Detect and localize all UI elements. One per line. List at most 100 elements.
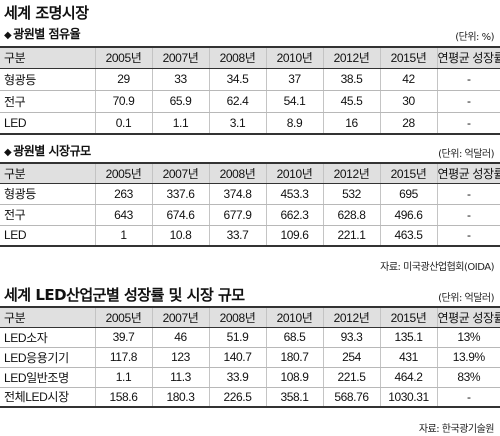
table-cell: 358.1: [265, 387, 323, 408]
table-cell: 65.9: [151, 90, 209, 113]
table-cell: 662.3: [265, 204, 323, 226]
table-cell: 3.1: [208, 112, 266, 135]
column-header-category: 구분: [0, 46, 95, 69]
column-header: 2015년: [379, 306, 437, 328]
table-row: 형광등 263 337.6 374.8 453.3 532 695-: [0, 183, 500, 205]
table-cell: -: [436, 225, 500, 247]
column-header: 2010년: [265, 46, 323, 69]
column-header: 2007년: [151, 162, 209, 184]
table-row: LED 0.1 1.1 3.1 8.9 16 28-: [0, 112, 500, 135]
column-header: 2008년: [208, 162, 266, 184]
column-header: 2005년: [94, 162, 152, 184]
table-cell: 108.9: [265, 367, 323, 388]
table-header-row: 구분 2005년 2007년 2008년 2010년 2012년 2015년 연평균 성장률: [0, 162, 500, 184]
diamond-bullet-icon: ◆: [4, 30, 12, 41]
column-header: 2007년: [151, 306, 209, 328]
table-cell: 135.1: [379, 327, 437, 348]
table-cell: 13%: [436, 327, 500, 348]
table-cell: 45.5: [322, 90, 380, 113]
section1-source: 자료: 미국광산업협회(OIDA): [380, 262, 494, 273]
table-row: 전구 70.9 65.9 62.4 54.1 45.5 30-: [0, 90, 500, 113]
table-cell: 29: [94, 68, 152, 91]
column-header: 연평균 성장률: [436, 46, 500, 69]
table-cell: 62.4: [208, 90, 266, 113]
table-cell: 695: [379, 183, 437, 205]
section2-title: 세계 LED산업군별 성장률 및 시장 규모: [4, 286, 245, 304]
table-cell: 674.6: [151, 204, 209, 226]
table-cell: 140.7: [208, 347, 266, 368]
row-label: 형광등: [0, 183, 95, 205]
column-header: 2015년: [379, 162, 437, 184]
table-cell: 431: [379, 347, 437, 368]
table-cell: 70.9: [94, 90, 152, 113]
table-row: LED 1 10.8 33.7 109.6 221.1 463.5-: [0, 225, 500, 247]
row-label: 전구: [0, 90, 95, 113]
row-label: LED응용기기: [0, 347, 95, 368]
table-row: 형광등 29 33 34.5 37 38.5 42-: [0, 68, 500, 91]
column-header: 2010년: [265, 306, 323, 328]
table-cell: 463.5: [379, 225, 437, 247]
table-cell: -: [436, 183, 500, 205]
column-header: 2012년: [322, 306, 380, 328]
table-cell: 46: [151, 327, 209, 348]
table3-led-segments: 구분 2005년 2007년 2008년 2010년 2012년 2015년 연평균 성장률 …: [0, 306, 500, 408]
row-label: LED: [0, 112, 95, 135]
table-cell: 221.1: [322, 225, 380, 247]
section1-title: 세계 조명시장: [4, 4, 89, 22]
table-cell: -: [436, 112, 500, 135]
table1-subtitle: ◆ 광원별 점유율: [4, 25, 81, 42]
row-label: LED: [0, 225, 95, 247]
table-cell: 628.8: [322, 204, 380, 226]
table-cell: 16: [322, 112, 380, 135]
table-cell: 374.8: [208, 183, 266, 205]
table-cell: 180.7: [265, 347, 323, 368]
row-label: LED소자: [0, 327, 95, 348]
table-cell: 10.8: [151, 225, 209, 247]
table-cell: 33: [151, 68, 209, 91]
table1-unit: (단위: %): [455, 32, 494, 43]
table-cell: 1.1: [151, 112, 209, 135]
table-cell: 337.6: [151, 183, 209, 205]
table2-subtitle-text: 광원별 시장규모: [13, 144, 91, 158]
column-header: 2010년: [265, 162, 323, 184]
table-cell: 263: [94, 183, 152, 205]
table2-unit: (단위: 억달러): [438, 149, 494, 160]
table-cell: 1.1: [94, 367, 152, 388]
table-cell: 568.76: [322, 387, 380, 408]
table-cell: 453.3: [265, 183, 323, 205]
column-header: 2015년: [379, 46, 437, 69]
column-header-category: 구분: [0, 306, 95, 328]
table-cell: 496.6: [379, 204, 437, 226]
row-label: 전체LED시장: [0, 387, 95, 408]
table-cell: 464.2: [379, 367, 437, 388]
table-cell: 28: [379, 112, 437, 135]
table-cell: 226.5: [208, 387, 266, 408]
table-cell: 8.9: [265, 112, 323, 135]
section2-unit: (단위: 억달러): [438, 293, 494, 304]
table-cell: 643: [94, 204, 152, 226]
table-cell: 34.5: [208, 68, 266, 91]
table-cell: 93.3: [322, 327, 380, 348]
table2-subtitle: ◆ 광원별 시장규모: [4, 142, 91, 159]
table-cell: -: [436, 387, 500, 408]
column-header-category: 구분: [0, 162, 95, 184]
table-header-row: 구분 2005년 2007년 2008년 2010년 2012년 2015년 연평균 성장률: [0, 306, 500, 328]
table-cell: 39.7: [94, 327, 152, 348]
table-cell: 532: [322, 183, 380, 205]
table-cell: 83%: [436, 367, 500, 388]
table-cell: 1030.31: [379, 387, 437, 408]
table-cell: 123: [151, 347, 209, 368]
table-cell: 37: [265, 68, 323, 91]
table-cell: 68.5: [265, 327, 323, 348]
table-cell: 54.1: [265, 90, 323, 113]
table-cell: 11.3: [151, 367, 209, 388]
table-cell: 0.1: [94, 112, 152, 135]
table-cell: 51.9: [208, 327, 266, 348]
table-row: LED응용기기 117.8 123 140.7 180.7 254 431 13.9%: [0, 347, 500, 368]
table-cell: 38.5: [322, 68, 380, 91]
table-row: LED소자 39.7 46 51.9 68.5 93.3 135.1 13%: [0, 327, 500, 348]
column-header: 연평균 성장률: [436, 306, 500, 328]
table-cell: 42: [379, 68, 437, 91]
table-cell: 30: [379, 90, 437, 113]
table-cell: 33.9: [208, 367, 266, 388]
